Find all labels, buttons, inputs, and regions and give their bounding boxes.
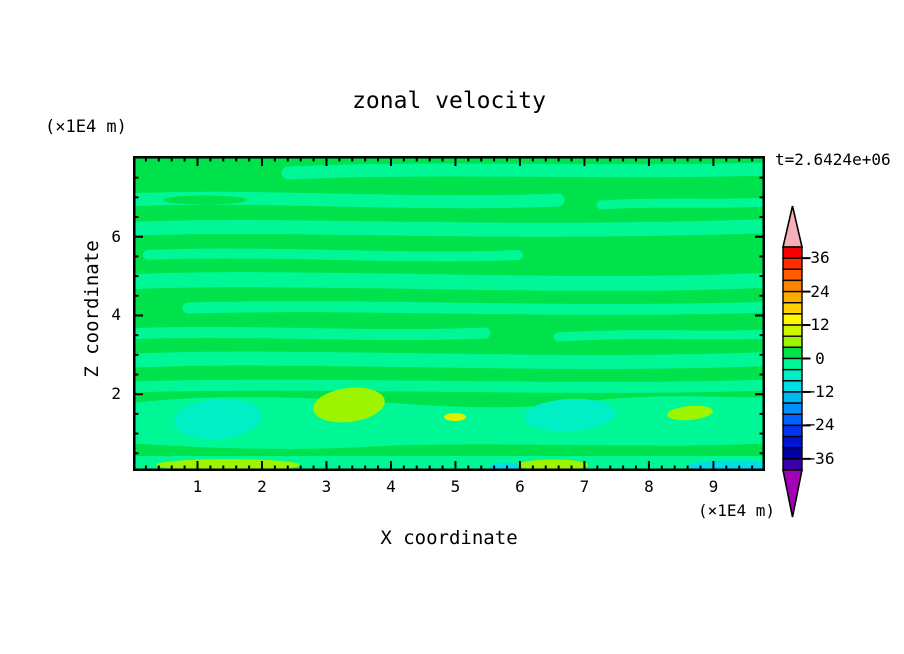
- x-tick-label: 9: [708, 477, 719, 496]
- x-tick-label: 8: [644, 477, 654, 496]
- y-tick-label: 4: [111, 305, 121, 325]
- y-tick-label: 2: [111, 384, 121, 404]
- x-axis-label: X coordinate: [380, 527, 518, 549]
- x-axis-unit-label: (×1E4 m): [697, 501, 775, 520]
- plot-frame: [133, 156, 765, 471]
- colorbar-box: [782, 268, 803, 282]
- colorbar-tick-label: −12: [805, 381, 835, 401]
- colorbar-tick-label: 24: [810, 281, 830, 301]
- plot-title: zonal velocity: [352, 88, 546, 114]
- field-turquoise-blob-left: [174, 398, 262, 440]
- field-zero-bands: [133, 162, 765, 470]
- field-chartreuse-patch: [313, 387, 385, 423]
- colorbar-box: [782, 368, 803, 382]
- x-tick-label: 3: [321, 477, 332, 496]
- x-tick-label: 7: [579, 477, 590, 496]
- field-chartreuse-sliver: [667, 405, 713, 421]
- field-yellow-sliver: [444, 413, 466, 421]
- colorbar-box: [782, 302, 803, 315]
- colorbar-box: [782, 335, 803, 349]
- x-tick-label: 2: [257, 477, 267, 496]
- field-bottom-chartreuse-left: [156, 459, 300, 471]
- colorbar: [781, 205, 811, 518]
- x-tick-label: 5: [450, 477, 461, 496]
- colorbar-tick-label: 0: [815, 348, 825, 368]
- contour-plot: [133, 156, 765, 471]
- x-tick-label: 6: [515, 477, 525, 496]
- colorbar-box: [782, 435, 803, 449]
- y-tick-label: 6: [111, 226, 121, 246]
- contour-field: [133, 156, 765, 471]
- z-axis-unit-label: (×1E4 m): [45, 117, 127, 137]
- colorbar-box: [782, 402, 803, 415]
- field-turquoise-blob-right: [524, 398, 616, 432]
- colorbar-tick-label: −24: [805, 415, 835, 435]
- field-green-lens: [163, 195, 247, 205]
- x-tick-label: 1: [192, 477, 203, 496]
- time-annotation: t=2.6424e+06: [775, 150, 891, 169]
- x-tick-label: 4: [386, 477, 396, 496]
- colorbar-tick-label: −36: [805, 448, 835, 468]
- field-bottom-chartreuse-mid: [518, 459, 588, 471]
- colorbar-tick-label: 36: [810, 248, 830, 268]
- colorbar-tick-label: 12: [810, 315, 830, 335]
